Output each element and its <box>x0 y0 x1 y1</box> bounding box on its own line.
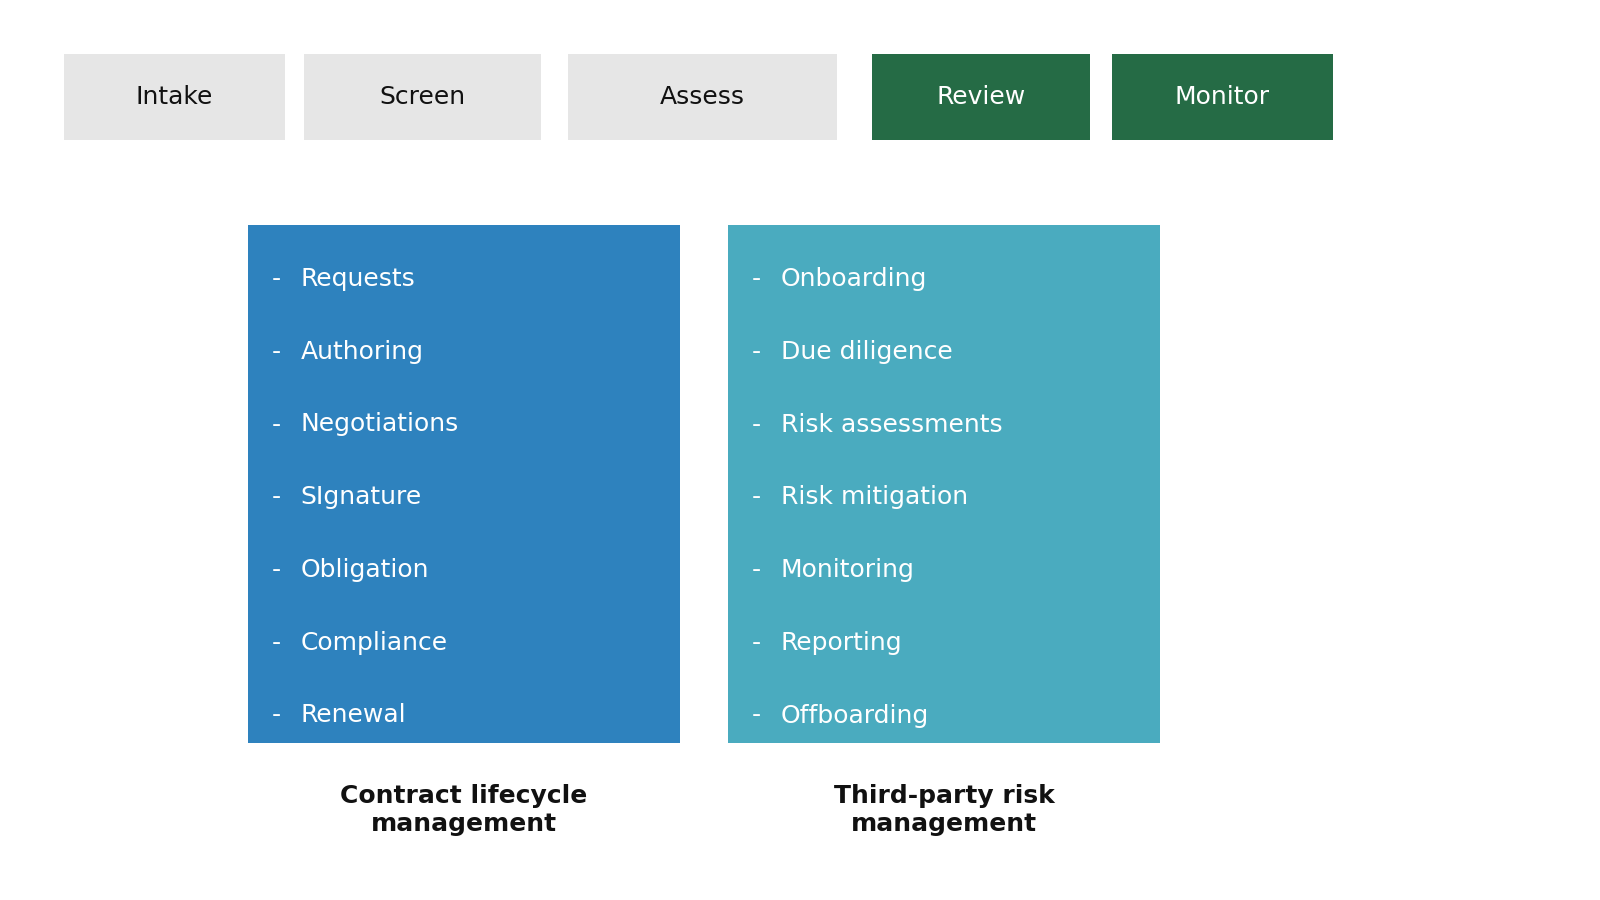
FancyBboxPatch shape <box>64 54 285 140</box>
Text: Due diligence: Due diligence <box>781 339 952 364</box>
Text: Review: Review <box>936 85 1026 109</box>
Text: Monitor: Monitor <box>1174 85 1270 109</box>
Text: Monitoring: Monitoring <box>781 558 915 582</box>
FancyBboxPatch shape <box>728 225 1160 742</box>
FancyBboxPatch shape <box>1112 54 1333 140</box>
Text: Assess: Assess <box>659 85 746 109</box>
Text: Onboarding: Onboarding <box>781 267 926 291</box>
Text: -: - <box>272 485 282 509</box>
Text: -: - <box>272 631 282 655</box>
Text: -: - <box>272 558 282 582</box>
FancyBboxPatch shape <box>872 54 1090 140</box>
Text: -: - <box>752 631 762 655</box>
Text: Reporting: Reporting <box>781 631 902 655</box>
Text: Contract lifecycle
management: Contract lifecycle management <box>341 784 587 836</box>
Text: Intake: Intake <box>136 85 213 109</box>
Text: -: - <box>272 267 282 291</box>
Text: Obligation: Obligation <box>301 558 429 582</box>
Text: -: - <box>272 412 282 436</box>
Text: Authoring: Authoring <box>301 339 424 364</box>
Text: -: - <box>272 704 282 727</box>
Text: Risk mitigation: Risk mitigation <box>781 485 968 509</box>
Text: Negotiations: Negotiations <box>301 412 459 436</box>
Text: -: - <box>752 267 762 291</box>
FancyBboxPatch shape <box>568 54 837 140</box>
FancyBboxPatch shape <box>304 54 541 140</box>
Text: Requests: Requests <box>301 267 416 291</box>
Text: -: - <box>272 339 282 364</box>
Text: Compliance: Compliance <box>301 631 448 655</box>
Text: Third-party risk
management: Third-party risk management <box>834 784 1054 836</box>
FancyBboxPatch shape <box>248 225 680 742</box>
Text: -: - <box>752 558 762 582</box>
Text: -: - <box>752 704 762 727</box>
Text: Screen: Screen <box>379 85 466 109</box>
Text: SIgnature: SIgnature <box>301 485 422 509</box>
Text: -: - <box>752 485 762 509</box>
Text: Renewal: Renewal <box>301 704 406 727</box>
Text: -: - <box>752 412 762 436</box>
Text: Risk assessments: Risk assessments <box>781 412 1003 436</box>
Text: -: - <box>752 339 762 364</box>
Text: Offboarding: Offboarding <box>781 704 930 727</box>
